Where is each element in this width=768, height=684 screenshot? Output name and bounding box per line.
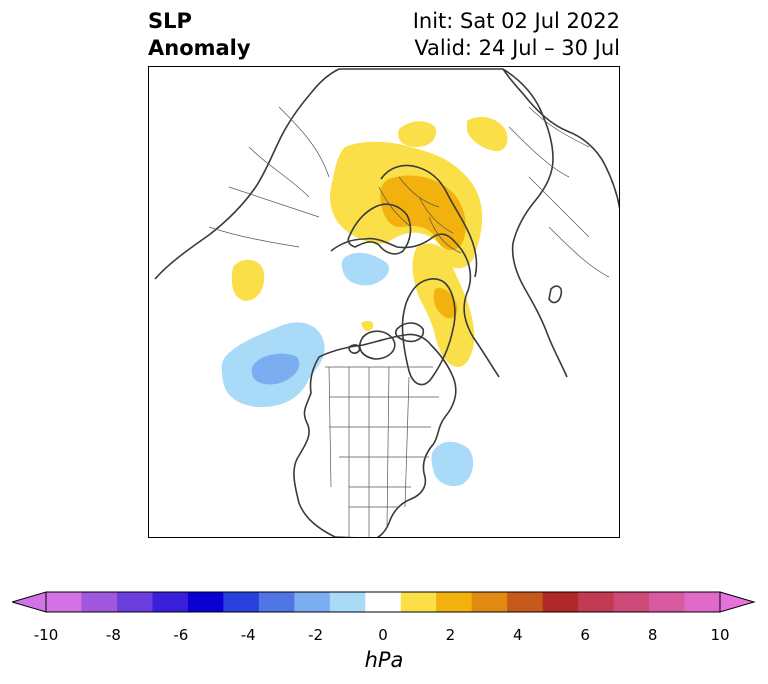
colorbar-tick-label: 6 [580, 626, 590, 644]
map-title: SLP Anomaly [148, 8, 251, 62]
positive-anomaly-europe-core [433, 287, 458, 319]
colorbar-border [45, 591, 721, 613]
colorbar-segment [542, 592, 579, 612]
colorbar-segment [507, 592, 544, 612]
colorbar-segment [258, 592, 295, 612]
colorbar-segment [81, 592, 118, 612]
colorbar-segment [223, 592, 260, 612]
colorbar-tick-label: 4 [513, 626, 523, 644]
positive-anomaly-west [231, 259, 265, 301]
positive-anomaly-north-2 [467, 116, 508, 152]
coastlines [154, 68, 619, 537]
japan-coast [548, 285, 563, 304]
asia-coast [502, 68, 568, 378]
map-panel [148, 66, 620, 538]
colorbar-tick-label: -2 [308, 626, 324, 644]
positive-anomaly-eurasia-core [380, 175, 466, 251]
colorbar-segment [400, 592, 437, 612]
colorbar-tick-label: -8 [105, 626, 121, 644]
colorbar-tick-label: -10 [33, 626, 59, 644]
colorbar-segment [649, 592, 686, 612]
map-dates: Init: Sat 02 Jul 2022 Valid: 24 Jul – 30… [413, 8, 620, 62]
positive-anomaly-pole [361, 320, 374, 332]
colorbar-tick-label: 10 [710, 626, 730, 644]
colorbar-segment [684, 592, 721, 612]
valid-range: Valid: 24 Jul – 30 Jul [414, 36, 620, 60]
colorbar-segment [613, 592, 650, 612]
colorbar-segment [471, 592, 508, 612]
negative-anomaly-pacific-core [251, 353, 300, 385]
colorbar-segment [187, 592, 224, 612]
colorbar-segment [294, 592, 331, 612]
country-borders [208, 106, 610, 537]
colorbar-tick-label: -4 [240, 626, 256, 644]
colorbar-segment [578, 592, 615, 612]
scandinavia-coast [347, 203, 412, 255]
north-america-coast [293, 333, 457, 537]
title-variable: SLP [148, 9, 192, 33]
colorbar [12, 591, 756, 613]
colorbar-segments [46, 592, 721, 612]
europe-coast [380, 164, 478, 278]
colorbar-extend-low [12, 591, 47, 613]
colorbar-segment [152, 592, 189, 612]
colorbar-unit: hPa [364, 648, 404, 672]
colorbar-tick-label: -6 [173, 626, 189, 644]
eurasia-coast [154, 68, 619, 378]
polar-map [154, 68, 619, 537]
colorbar-segment [365, 592, 402, 612]
arctic-islands [348, 322, 425, 360]
colorbar-extend-high [719, 591, 756, 613]
anomaly-fill [221, 116, 508, 487]
colorbar-segment [46, 592, 82, 612]
negative-anomaly-arctic [341, 252, 390, 286]
colorbar-tick-label: 8 [647, 626, 658, 644]
colorbar-tick-label: 0 [378, 626, 388, 644]
positive-anomaly-north-1 [398, 121, 437, 147]
colorbar-segment [436, 592, 473, 612]
colorbar-segment [116, 592, 153, 612]
colorbar-tick-label: 2 [445, 626, 456, 644]
negative-anomaly-atlantic [431, 441, 474, 487]
greenland-coast [401, 278, 456, 386]
title-type: Anomaly [148, 36, 251, 60]
init-date: Init: Sat 02 Jul 2022 [412, 9, 620, 33]
colorbar-segment [329, 592, 366, 612]
